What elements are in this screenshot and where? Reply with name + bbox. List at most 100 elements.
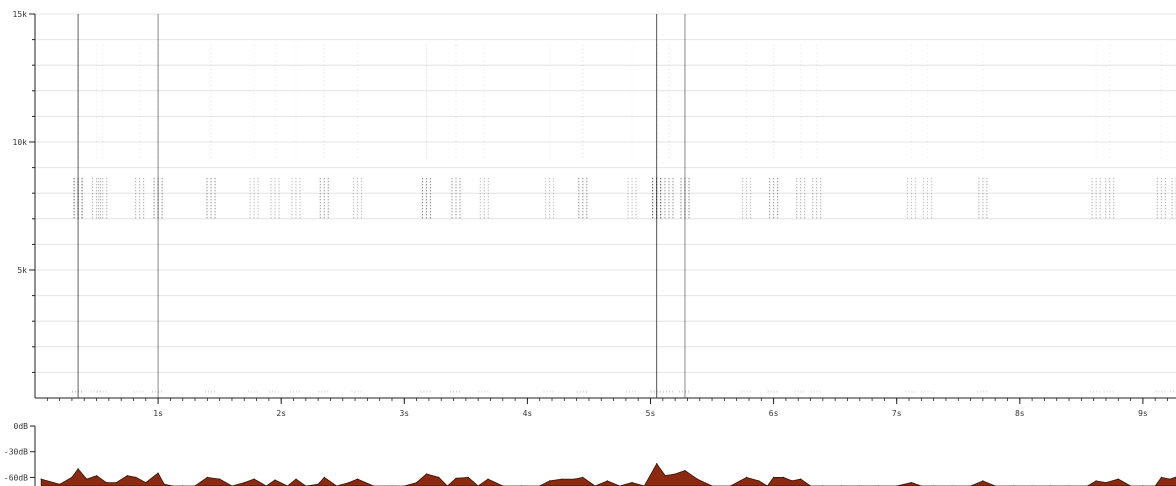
waveform-point: [274, 479, 276, 481]
x-tick-label: 9s: [1138, 409, 1148, 418]
spectrogram-event: [248, 44, 261, 393]
waveform-point: [582, 476, 584, 478]
waveform-point: [425, 473, 428, 475]
waveform-point: [745, 476, 748, 478]
waveform-point: [1117, 478, 1119, 480]
spectrogram-event: [576, 44, 589, 393]
waveform-point: [416, 482, 418, 484]
spectrogram-event: [90, 44, 103, 393]
y-tick-label: 15k: [13, 10, 28, 19]
waveform-marks: [40, 462, 1176, 486]
waveform-point: [253, 478, 255, 480]
waveform-axes: 0dB -30dB -60dB: [4, 422, 36, 486]
x-tick-label: 5s: [646, 409, 656, 418]
waveform-point: [982, 480, 984, 482]
waveform-point: [1105, 482, 1107, 484]
spectrogram-marks: [72, 14, 1176, 398]
spectrogram-event: [650, 14, 663, 398]
waveform-point: [348, 482, 350, 484]
waveform-point: [684, 470, 686, 472]
x-tick-label: 7s: [892, 409, 902, 418]
spectrogram-event: [921, 44, 934, 393]
y-tick-label: 10k: [13, 138, 28, 147]
waveform-point: [206, 476, 208, 478]
waveform-point: [157, 472, 159, 474]
spectrogram-event: [767, 44, 780, 393]
waveform-point: [77, 468, 79, 470]
spectrogram-event: [351, 44, 364, 393]
waveform-point: [59, 483, 61, 485]
spectrogram-event: [905, 44, 918, 393]
waveform-point: [573, 478, 575, 480]
x-tick-label: 1s: [153, 409, 163, 418]
spectrogram-event: [1103, 44, 1116, 393]
waveform-point: [782, 476, 785, 478]
x-tick-label: 8s: [1015, 409, 1025, 418]
spectrogram-event: [662, 44, 675, 393]
spectrogram-axes: 5k10k15k1s2s3s4s5s6s7s8s9s1: [13, 10, 1176, 418]
waveform-point: [467, 476, 469, 478]
waveform-point: [115, 482, 117, 484]
waveform-point: [105, 482, 107, 484]
waveform-point: [219, 478, 221, 480]
waveform-point: [455, 477, 457, 479]
spectrogram-event: [1170, 44, 1176, 393]
spectrogram-event: [626, 44, 639, 393]
spectrogram-event: [678, 14, 691, 398]
spectrogram-event: [976, 44, 989, 393]
waveform-point: [356, 478, 359, 480]
waveform-point: [163, 483, 165, 485]
waveform-point: [696, 478, 698, 480]
spectrogram-event: [152, 14, 165, 398]
waveform-point: [773, 476, 775, 478]
waveform-point: [631, 482, 633, 484]
waveform-y-tick-label: 0dB: [14, 422, 29, 431]
waveform-point: [317, 483, 319, 485]
spectrogram-event: [72, 14, 85, 398]
waveform-point: [1160, 476, 1162, 478]
waveform-point: [606, 480, 609, 482]
spectrogram-event: [133, 44, 146, 393]
spectrogram-event: [543, 44, 556, 393]
waveform-point: [800, 478, 802, 480]
waveform-point: [487, 478, 489, 480]
waveform-point: [135, 476, 137, 478]
waveform-point: [295, 478, 297, 480]
spectrogram-event: [740, 44, 753, 393]
y-tick-label: 5k: [17, 266, 27, 275]
spectrogram-grid: [35, 13, 1176, 373]
waveform-point: [438, 476, 440, 478]
spectrogram-event: [269, 44, 282, 393]
spectrogram-event: [450, 44, 463, 393]
waveform-point: [86, 478, 88, 480]
waveform-point: [126, 475, 128, 477]
waveform-point: [910, 482, 913, 484]
waveform-point: [40, 478, 42, 480]
spectrogram-event: [420, 44, 433, 393]
waveform-point: [96, 475, 98, 477]
spectrogram-event: [96, 44, 109, 393]
spectrogram-event: [205, 44, 218, 393]
spectrogram-event: [810, 44, 823, 393]
spectrogram-event: [1155, 44, 1168, 393]
waveform-point: [674, 473, 676, 475]
waveform-y-tick-label: -30dB: [4, 448, 28, 457]
spectrogram-event: [794, 44, 807, 393]
waveform-point: [145, 482, 147, 484]
x-tick-label: 6s: [769, 409, 779, 418]
waveform-point: [71, 476, 73, 478]
waveform-point: [1169, 478, 1171, 480]
x-tick-label: 4s: [523, 409, 533, 418]
spectrogram-event: [289, 44, 302, 393]
waveform-point: [549, 480, 551, 482]
spectrogram-event: [478, 44, 491, 393]
waveform-point: [561, 478, 563, 480]
waveform-point: [791, 480, 793, 482]
spectrogram-event: [318, 44, 331, 393]
waveform-point: [1095, 480, 1097, 482]
x-tick-label: 3s: [399, 409, 409, 418]
waveform-point: [243, 482, 245, 484]
waveform-area: [40, 462, 1176, 486]
spectrogram-event: [1090, 44, 1103, 393]
